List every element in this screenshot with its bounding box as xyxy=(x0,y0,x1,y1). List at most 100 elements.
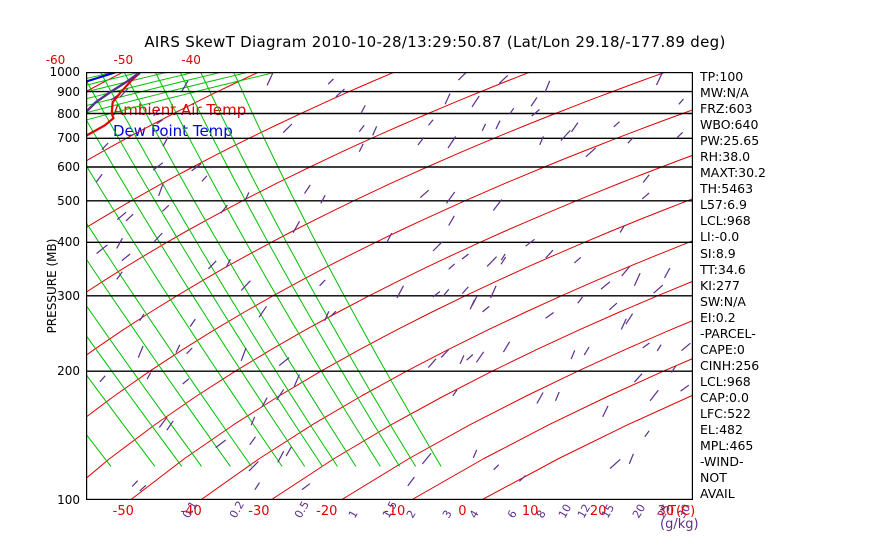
temperature-unit-label: T(C) xyxy=(668,504,696,519)
wind-barb-mark xyxy=(278,357,290,367)
mixing-ratio-tick: 0.5 xyxy=(292,498,313,521)
mixing-ratio-tick: 1 xyxy=(346,507,361,521)
wind-barb-mark xyxy=(656,344,662,352)
wind-barb-mark xyxy=(663,267,671,279)
wind-barb-mark xyxy=(570,350,576,360)
stat-item: LI:-0.0 xyxy=(700,229,740,245)
wind-barb-mark xyxy=(335,88,345,98)
plot-lines xyxy=(86,72,693,500)
wind-barb-mark xyxy=(642,174,650,183)
mixing-ratio-tick: 3 xyxy=(440,507,455,521)
wind-barb-mark xyxy=(577,296,583,304)
skewt-chart-svg xyxy=(86,72,693,500)
mixing-ratio-line xyxy=(86,118,305,467)
stat-item: LCL:968 xyxy=(700,373,751,389)
wind-barb-mark xyxy=(301,483,311,491)
wind-barb-mark xyxy=(619,225,626,233)
wind-barb-mark xyxy=(156,119,163,125)
wind-barb-mark xyxy=(372,126,378,136)
wind-barb-mark xyxy=(466,354,474,361)
wind-barb-mark xyxy=(125,213,134,222)
stat-item: L57:6.9 xyxy=(700,197,747,213)
wind-barb-mark xyxy=(417,137,425,146)
wind-barb-mark xyxy=(625,313,634,325)
wind-barb-mark xyxy=(386,232,393,243)
wind-barb-mark xyxy=(486,256,498,267)
wind-barb-mark xyxy=(627,137,634,144)
wind-barb-mark xyxy=(158,416,168,428)
stat-item: NOT xyxy=(700,470,727,486)
dry-adiabat-line xyxy=(86,72,261,162)
mixing-ratio-tick: 4 xyxy=(466,507,482,521)
moist-adiabat-line xyxy=(86,72,223,107)
wind-barb-mark xyxy=(448,215,455,226)
moist-adiabat-line xyxy=(86,72,277,121)
pressure-tick: 900 xyxy=(57,84,80,99)
pressure-tick: 700 xyxy=(57,131,80,146)
bottom-temp-tick: -30 xyxy=(248,504,270,519)
bottom-temp-tick: -50 xyxy=(112,504,134,519)
wind-barb-mark xyxy=(490,285,497,299)
top-temp-tick: -60 xyxy=(45,53,66,67)
stat-item: LFC:522 xyxy=(700,405,751,421)
wind-barb-mark xyxy=(116,211,127,221)
dry-adiabat-line xyxy=(86,109,693,418)
wind-barb-mark xyxy=(544,80,551,93)
wind-barb-mark xyxy=(681,342,691,352)
plot-border xyxy=(86,72,693,500)
pressure-axis-title: PRESSURE (MB) xyxy=(45,238,59,334)
wind-barb-mark xyxy=(161,204,170,212)
wind-barb-mark xyxy=(101,142,109,151)
wind-barb-mark xyxy=(131,480,139,487)
wind-barb-mark xyxy=(248,461,259,472)
wind-barb-mark xyxy=(461,286,469,295)
wind-barb-mark xyxy=(554,391,560,402)
wind-barb-mark xyxy=(500,256,507,265)
stat-item: KI:277 xyxy=(700,277,740,293)
stat-item: TP:100 xyxy=(700,69,744,84)
stat-item: EL:482 xyxy=(700,422,743,438)
wind-barb-mark xyxy=(327,78,334,85)
wind-barb-mark xyxy=(285,446,293,457)
wind-barb-mark xyxy=(432,241,443,252)
stat-item: TT:34.6 xyxy=(700,261,746,277)
wind-barb-mark xyxy=(207,260,217,270)
wind-barb-mark xyxy=(407,476,415,487)
wind-barb-mark xyxy=(676,131,684,139)
wind-barb-mark xyxy=(493,464,500,471)
wind-barb-mark xyxy=(560,129,571,142)
wind-barb-mark xyxy=(261,397,268,408)
wind-barb-mark xyxy=(427,358,437,368)
parcel-trajectory-curve xyxy=(86,72,142,114)
mixing-ratio-tick: 0.2 xyxy=(226,498,247,521)
stat-item: FRZ:603 xyxy=(700,101,753,117)
wind-barb-mark xyxy=(620,318,627,330)
mixing-ratio-line xyxy=(86,433,112,467)
dry-adiabat-line xyxy=(270,280,693,500)
wind-barb-mark xyxy=(282,123,293,134)
wind-barb-mark xyxy=(444,93,451,105)
wind-barb-mark xyxy=(220,204,228,214)
mixing-ratio-line xyxy=(86,257,231,467)
wind-barb-mark xyxy=(432,291,441,298)
wind-barb-mark xyxy=(191,163,202,172)
mixing-ratio-line xyxy=(86,221,252,467)
wind-barb-mark xyxy=(545,312,554,319)
wind-barb-mark xyxy=(457,72,468,81)
wind-barb-mark xyxy=(452,389,458,397)
wind-barb-mark xyxy=(360,105,366,114)
wind-barb-mark xyxy=(649,389,659,402)
pressure-tick: 500 xyxy=(57,193,80,208)
wind-barb-mark xyxy=(447,136,457,149)
wind-barb-mark xyxy=(225,258,231,268)
bottom-temp-tick: -40 xyxy=(180,504,202,519)
wind-barb-mark xyxy=(303,184,311,194)
wind-barb-mark xyxy=(428,119,434,126)
wind-barb-mark xyxy=(472,449,478,459)
mixing-ratio-line xyxy=(233,72,442,467)
bottom-temp-tick: 10 xyxy=(521,504,539,519)
wind-barb-mark xyxy=(99,375,106,383)
wind-barb-mark xyxy=(182,378,190,385)
dry-adiabat-line xyxy=(129,198,693,500)
wind-barb-mark xyxy=(358,124,365,133)
